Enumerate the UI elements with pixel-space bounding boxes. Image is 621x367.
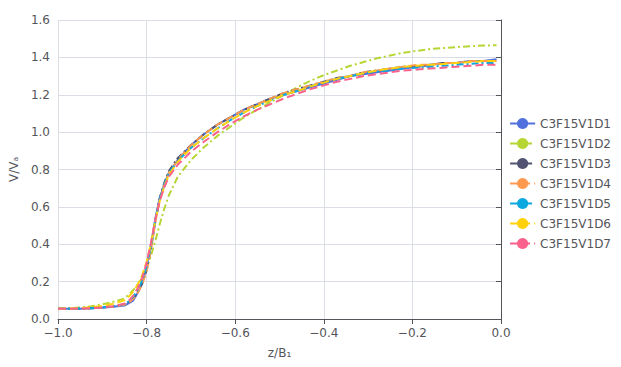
svg-text:V/Vₐ: V/Vₐ — [7, 157, 21, 182]
svg-text:C3F15V1D6: C3F15V1D6 — [540, 217, 611, 231]
svg-text:0.2: 0.2 — [31, 275, 50, 289]
svg-text:0.8: 0.8 — [31, 163, 50, 177]
svg-text:C3F15V1D1: C3F15V1D1 — [540, 117, 611, 131]
svg-text:0.6: 0.6 — [31, 200, 50, 214]
svg-text:z/B₁: z/B₁ — [268, 346, 292, 360]
svg-text:−0.8: −0.8 — [132, 326, 161, 340]
svg-text:0.0: 0.0 — [491, 326, 510, 340]
svg-text:1.4: 1.4 — [31, 50, 50, 64]
svg-text:1.6: 1.6 — [31, 13, 50, 27]
svg-text:C3F15V1D2: C3F15V1D2 — [540, 137, 611, 151]
svg-text:C3F15V1D7: C3F15V1D7 — [540, 237, 611, 251]
svg-text:C3F15V1D4: C3F15V1D4 — [540, 177, 611, 191]
svg-text:−1.0: −1.0 — [43, 326, 72, 340]
svg-text:1.0: 1.0 — [31, 125, 50, 139]
svg-text:0.4: 0.4 — [31, 237, 50, 251]
svg-text:C3F15V1D5: C3F15V1D5 — [540, 197, 611, 211]
svg-text:1.2: 1.2 — [31, 88, 50, 102]
svg-text:−0.6: −0.6 — [221, 326, 250, 340]
svg-text:−0.2: −0.2 — [398, 326, 427, 340]
svg-text:0.0: 0.0 — [31, 312, 50, 326]
svg-text:−0.4: −0.4 — [309, 326, 338, 340]
svg-text:C3F15V1D3: C3F15V1D3 — [540, 157, 611, 171]
